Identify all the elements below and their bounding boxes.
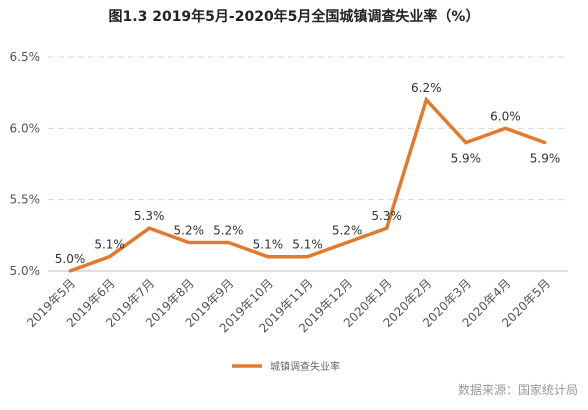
data-point [306,255,309,259]
y-tick-label: 5.0% [10,264,41,278]
data-point [424,98,428,102]
data-label: 5.3% [371,209,402,223]
data-point [266,255,270,259]
data-source-note: 数据来源：国家统计局 [457,383,578,397]
data-label: 5.9% [530,152,561,166]
data-point [226,240,230,244]
data-label: 5.1% [292,238,323,252]
data-label: 5.2% [332,223,363,237]
data-point [503,126,507,130]
data-label: 5.1% [94,238,125,252]
data-point [385,226,389,230]
y-tick-label: 6.0% [10,121,41,135]
data-label: 5.9% [451,152,482,166]
data-point [464,141,468,145]
data-point [187,240,191,244]
data-label: 5.3% [134,209,165,223]
data-point [147,226,151,230]
y-tick-label: 5.5% [10,193,41,207]
data-label: 5.2% [174,223,205,237]
data-point [543,141,547,145]
data-point [345,240,349,244]
data-point [108,255,112,259]
data-label: 6.0% [490,109,521,123]
legend-label: 城镇调查失业率 [270,360,340,373]
data-point [68,269,72,273]
data-label: 5.0% [55,252,86,266]
data-label: 5.1% [253,238,284,252]
y-tick-label: 6.5% [10,50,41,64]
data-label: 5.2% [213,223,244,237]
chart-title: 图1.3 2019年5月-2020年5月全国城镇调查失业率（%） [108,9,480,25]
data-label: 6.2% [411,81,442,95]
